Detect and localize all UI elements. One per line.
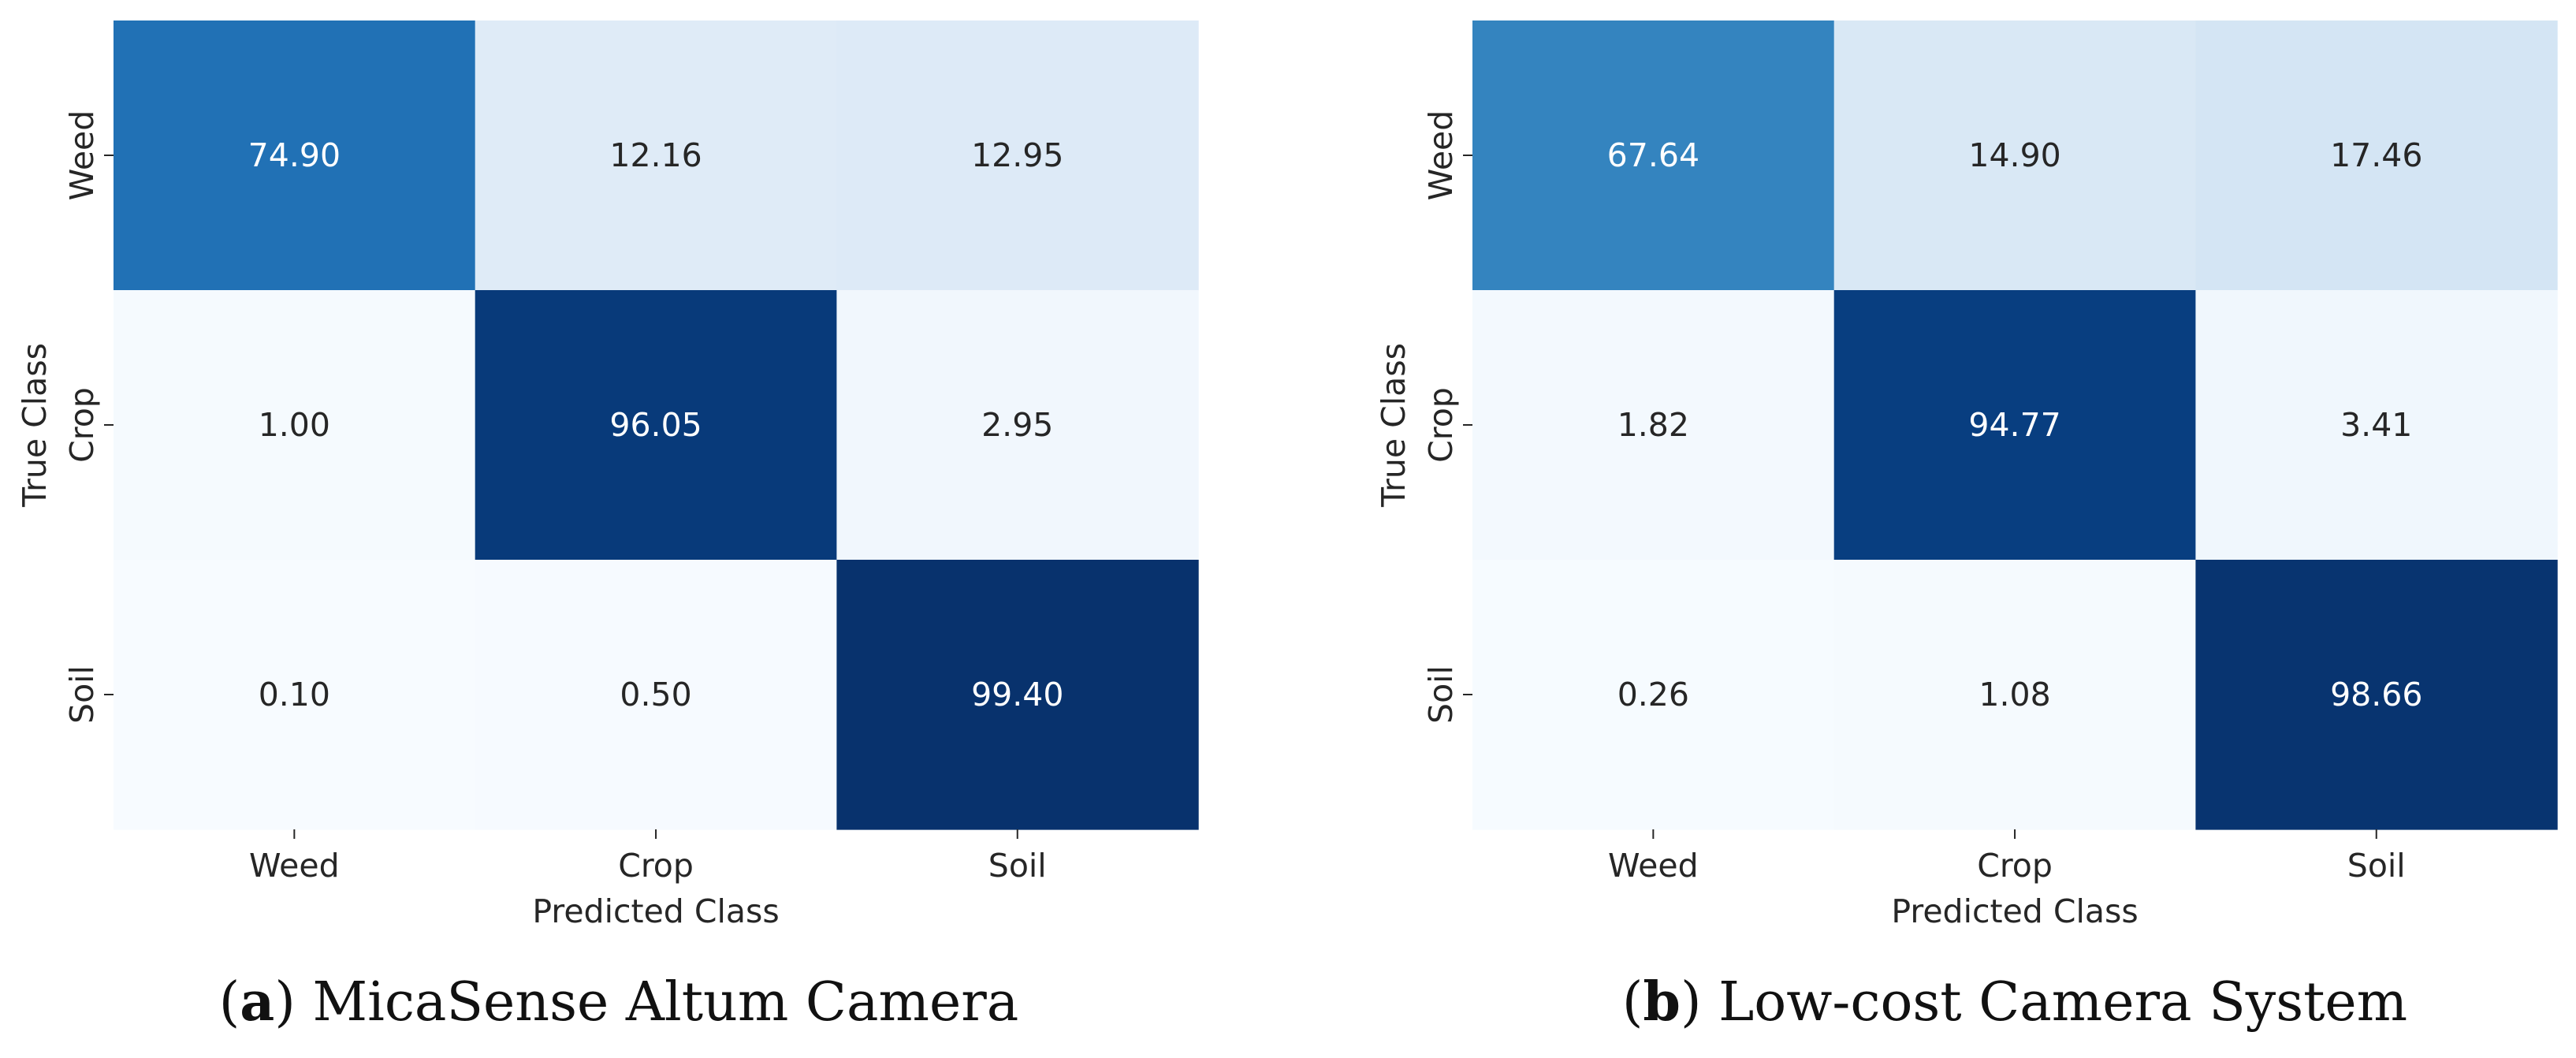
value-label-0-0-0: 74.90	[248, 136, 341, 174]
x-tick-label-1-1: Crop	[1977, 847, 2053, 885]
y-tick-labels-a: Weed Crop Soil	[63, 110, 114, 724]
value-label-1-2-2: 98.66	[2330, 676, 2422, 713]
heatmap-cell-0-1-1	[475, 290, 837, 561]
value-label-1-1-2: 3.41	[2340, 406, 2412, 444]
value-label-0-0-2: 12.95	[971, 136, 1063, 174]
heatmap-cells-a	[114, 20, 1199, 830]
panel-caption-text-b: Low-cost Camera System	[1718, 971, 2407, 1034]
x-tick-labels-b: Weed Crop Soil	[1608, 829, 2406, 885]
x-tick-labels-a: Weed Crop Soil	[249, 829, 1047, 885]
y-tick-label-0-1: Crop	[63, 387, 101, 463]
value-label-1-1-0: 1.82	[1617, 406, 1689, 444]
heatmap-cell-0-2-2	[836, 560, 1199, 830]
heatmap-cell-0-0-0	[114, 20, 476, 291]
value-label-0-1-2: 2.95	[981, 406, 1053, 444]
value-label-0-1-1: 96.05	[609, 406, 702, 444]
value-label-1-0-2: 17.46	[2330, 136, 2422, 174]
y-axis-label-a: True Class	[16, 343, 54, 508]
x-tick-label-0-0: Weed	[249, 847, 340, 885]
x-tick-label-1-0: Weed	[1608, 847, 1699, 885]
y-tick-label-0-0: Weed	[63, 110, 101, 201]
value-label-0-2-2: 99.40	[971, 676, 1063, 713]
panel-caption-a: (a) MicaSense Altum Camera	[219, 970, 1019, 1034]
heatmap-cell-0-1-2	[836, 290, 1199, 561]
x-tick-label-1-2: Soil	[2347, 847, 2406, 885]
confusion-matrix-panel-a: 74.90 12.16 12.95 1.00 96.05 2.95 0.10 0.50 99.4…	[16, 20, 1199, 1034]
panel-caption-text-a: MicaSense Altum Camera	[312, 971, 1018, 1034]
panel-letter-a: a	[240, 970, 274, 1034]
heatmap-cell-0-2-1	[475, 560, 837, 830]
value-label-0-0-1: 12.16	[609, 136, 702, 174]
heatmap-cell-0-2-0	[114, 560, 476, 830]
x-tick-label-0-2: Soil	[988, 847, 1047, 885]
value-label-1-2-0: 0.26	[1617, 676, 1689, 713]
heatmap-cell-1-0-1	[1833, 20, 2196, 291]
y-axis-label-b: True Class	[1375, 343, 1413, 508]
heatmap-cell-0-0-1	[475, 20, 837, 291]
heatmap-value-labels-b: 67.64 14.90 17.46 1.82 94.77 3.41 0.26 1.08 98.6…	[1607, 136, 2423, 713]
value-label-1-0-1: 14.90	[1968, 136, 2060, 174]
heatmap-value-labels-a: 74.90 12.16 12.95 1.00 96.05 2.95 0.10 0.50 99.4…	[248, 136, 1064, 713]
y-tick-labels-b: Weed Crop Soil	[1422, 110, 1472, 724]
value-label-1-0-0: 67.64	[1607, 136, 1699, 174]
panel-letter-b: b	[1643, 970, 1681, 1034]
heatmap-cell-1-2-1	[1833, 560, 2196, 830]
value-label-0-1-0: 1.00	[259, 406, 330, 444]
heatmap-cell-1-0-0	[1472, 20, 1835, 291]
y-tick-label-1-1: Crop	[1422, 387, 1460, 463]
x-axis-label-a: Predicted Class	[532, 892, 779, 930]
y-tick-label-1-2: Soil	[1422, 665, 1460, 724]
value-label-0-2-1: 0.50	[620, 676, 691, 713]
heatmap-cell-1-1-0	[1472, 290, 1835, 561]
heatmap-cell-1-1-2	[2195, 290, 2558, 561]
heatmap-cell-1-1-1	[1833, 290, 2196, 561]
heatmap-cells-b	[1472, 20, 2558, 830]
heatmap-cell-0-0-2	[836, 20, 1199, 291]
value-label-1-2-1: 1.08	[1979, 676, 2050, 713]
x-tick-label-0-1: Crop	[618, 847, 694, 885]
y-tick-label-0-2: Soil	[63, 665, 101, 724]
heatmap-cell-1-2-2	[2195, 560, 2558, 830]
heatmap-cell-0-1-0	[114, 290, 476, 561]
x-axis-label-b: Predicted Class	[1891, 892, 2138, 930]
confusion-matrix-panel-b: 67.64 14.90 17.46 1.82 94.77 3.41 0.26 1.08 98.6…	[1375, 20, 2558, 1034]
heatmap-cell-1-2-0	[1472, 560, 1835, 830]
y-tick-label-1-0: Weed	[1422, 110, 1460, 201]
heatmap-cell-1-0-2	[2195, 20, 2558, 291]
value-label-0-2-0: 0.10	[259, 676, 330, 713]
value-label-1-1-1: 94.77	[1968, 406, 2060, 444]
panel-caption-b: (b) Low-cost Camera System	[1622, 970, 2407, 1034]
